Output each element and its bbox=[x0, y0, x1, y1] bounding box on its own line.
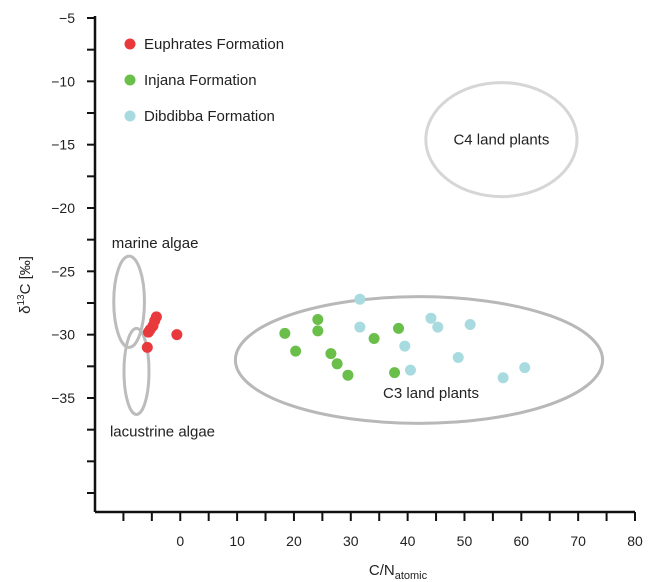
x-tick-label: 60 bbox=[514, 533, 530, 549]
data-point-series-2 bbox=[497, 372, 509, 384]
y-tick-label: −15 bbox=[51, 137, 75, 153]
legend-marker-0 bbox=[124, 38, 136, 50]
y-axis-label: δ13C [‰] bbox=[16, 256, 34, 314]
data-point-series-0 bbox=[141, 341, 153, 353]
y-tick-label: −35 bbox=[51, 390, 75, 406]
data-point-series-1 bbox=[368, 332, 380, 344]
y-axis-label-superscript: 13 bbox=[16, 294, 27, 306]
data-points bbox=[141, 293, 531, 384]
data-point-series-2 bbox=[404, 364, 416, 376]
region-label-2: marine algae bbox=[112, 235, 199, 252]
x-tick-label: 20 bbox=[286, 533, 302, 549]
y-tick-label: −20 bbox=[51, 200, 75, 216]
legend-label-2: Dibdibba Formation bbox=[144, 108, 275, 125]
data-point-series-2 bbox=[399, 340, 411, 352]
region-ellipse-2 bbox=[112, 254, 146, 349]
legend: Euphrates Formation Injana Formation Dibdi… bbox=[124, 36, 284, 125]
data-point-series-2 bbox=[519, 362, 531, 374]
x-tick-label: 80 bbox=[627, 533, 643, 549]
axes: 0 10 20 30 40 50 60 70 80 −5 −10 −15 −20 −25 −30 −35 bbox=[51, 10, 643, 549]
data-point-series-1 bbox=[331, 358, 343, 370]
x-tick-label: 50 bbox=[457, 533, 473, 549]
region-label-3: lacustrine algae bbox=[110, 423, 215, 440]
x-axis-label-subscript: atomic bbox=[395, 570, 428, 582]
data-point-series-0 bbox=[142, 326, 154, 338]
region-ellipse-3 bbox=[122, 326, 151, 416]
data-point-series-0 bbox=[171, 329, 183, 341]
region-label-1: C3 land plants bbox=[383, 385, 479, 402]
region-ellipses: C4 land plants C3 land plants marine algae… bbox=[110, 81, 605, 440]
y-tick-label: −5 bbox=[59, 10, 75, 26]
region-ellipse-1 bbox=[233, 295, 605, 425]
data-point-series-1 bbox=[325, 348, 337, 360]
x-tick-label: 10 bbox=[229, 533, 245, 549]
region-label-0: C4 land plants bbox=[453, 132, 549, 149]
y-tick-label: −10 bbox=[51, 73, 75, 89]
legend-marker-1 bbox=[124, 74, 136, 86]
x-tick-label: 0 bbox=[176, 533, 184, 549]
data-point-series-1 bbox=[312, 313, 324, 325]
legend-marker-2 bbox=[124, 110, 136, 122]
region-ellipse-0 bbox=[424, 81, 579, 199]
y-tick-label: −30 bbox=[51, 327, 75, 343]
data-point-series-2 bbox=[464, 319, 476, 331]
data-point-series-1 bbox=[389, 367, 401, 379]
x-tick-label: 40 bbox=[400, 533, 416, 549]
x-tick-label: 70 bbox=[570, 533, 586, 549]
data-point-series-2 bbox=[432, 321, 444, 333]
x-axis-label: C/Natomic bbox=[369, 562, 428, 582]
data-point-series-1 bbox=[279, 327, 291, 339]
data-point-series-2 bbox=[354, 293, 366, 305]
data-point-series-1 bbox=[312, 325, 324, 337]
data-point-series-2 bbox=[452, 351, 464, 363]
data-point-series-1 bbox=[342, 369, 354, 381]
data-point-series-1 bbox=[290, 345, 302, 357]
legend-label-0: Euphrates Formation bbox=[144, 36, 284, 53]
legend-label-1: Injana Formation bbox=[144, 72, 257, 89]
data-point-series-2 bbox=[425, 312, 437, 324]
x-tick-label: 30 bbox=[343, 533, 359, 549]
data-point-series-2 bbox=[354, 321, 366, 333]
data-point-series-1 bbox=[393, 322, 405, 334]
y-tick-label: −25 bbox=[51, 263, 75, 279]
